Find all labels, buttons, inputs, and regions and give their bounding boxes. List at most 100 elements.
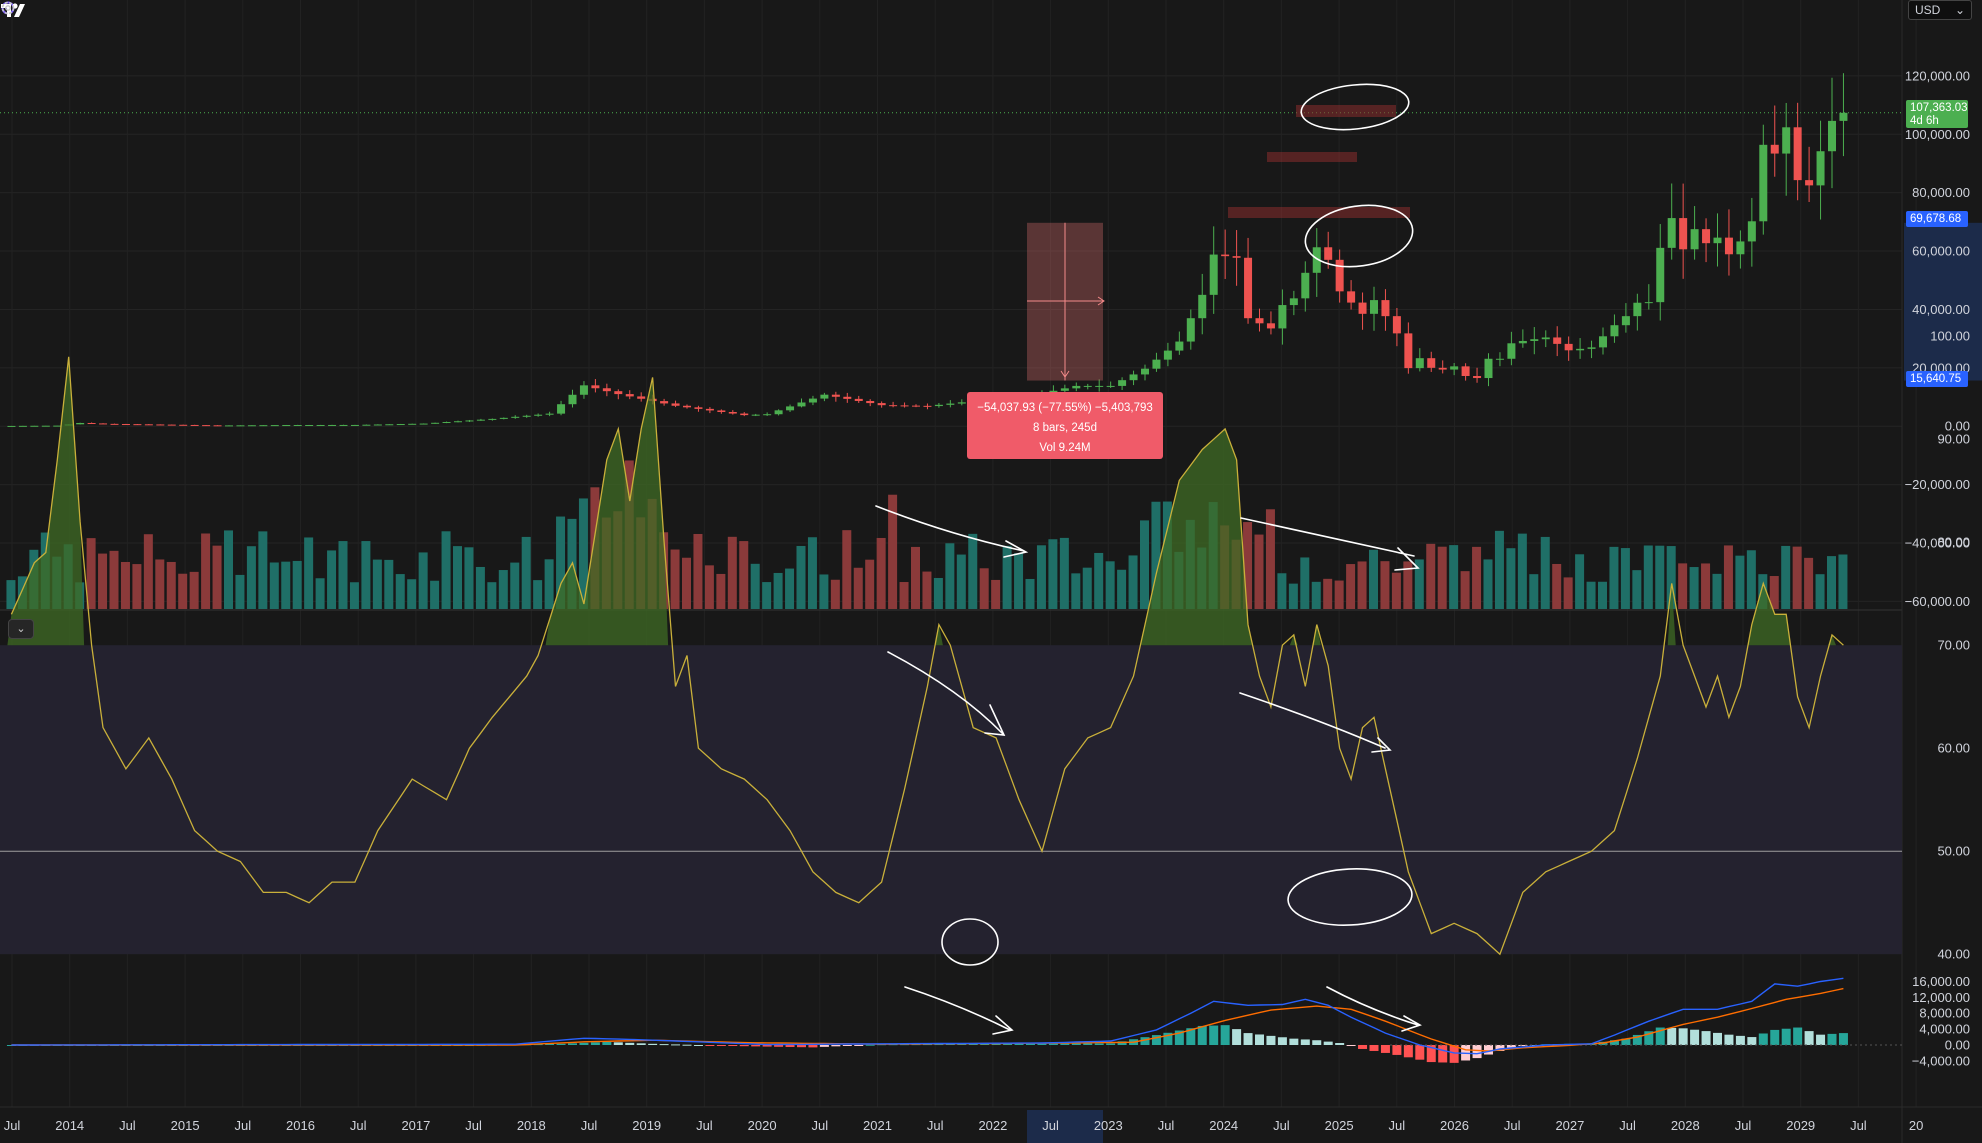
macd-histogram-bar xyxy=(625,1042,635,1045)
macd-histogram-bar xyxy=(671,1044,681,1046)
volume-bar xyxy=(143,534,153,609)
macd-histogram-bar xyxy=(1060,1043,1070,1045)
macd-histogram-bar xyxy=(1735,1035,1745,1045)
annotation-circle xyxy=(1300,83,1410,131)
macd-histogram-bar xyxy=(1277,1037,1287,1045)
macd-histogram-bar xyxy=(1048,1043,1058,1045)
annotation-arrow xyxy=(1240,517,1420,571)
rsi-axis-label: 100.00 xyxy=(1930,329,1970,344)
volume-bar xyxy=(1105,561,1115,609)
candle-body xyxy=(1610,325,1619,337)
candle-body xyxy=(76,422,85,425)
time-axis-label: 20 xyxy=(1909,1118,1923,1133)
rsi-overbought-fill xyxy=(934,624,943,646)
volume-bar xyxy=(521,536,531,609)
macd-histogram-bar xyxy=(1186,1028,1196,1045)
time-axis-label: 2024 xyxy=(1209,1118,1238,1133)
macd-histogram-bar xyxy=(590,1042,600,1045)
macd-histogram-bar xyxy=(1300,1039,1310,1045)
volume-bar xyxy=(372,559,382,609)
volume-bar xyxy=(1265,509,1275,609)
last-price-value: 107,363.03 xyxy=(1910,102,1968,114)
volume-bar xyxy=(1712,573,1722,609)
volume-bar xyxy=(1346,564,1356,609)
price-axis-label: −20,000.00 xyxy=(1905,477,1970,492)
macd-histogram-bar xyxy=(602,1041,612,1045)
candle-body xyxy=(350,424,359,426)
volume-bar xyxy=(201,533,211,609)
volume-bar xyxy=(1586,581,1596,609)
candle-body xyxy=(373,424,382,426)
macd-histogram-bar xyxy=(1289,1038,1299,1045)
macd-histogram-bar xyxy=(934,1044,944,1046)
volume-bar xyxy=(1048,539,1058,609)
volume-bar xyxy=(1529,574,1539,609)
gear-icon[interactable] xyxy=(0,0,16,16)
time-axis-label: 2020 xyxy=(748,1118,777,1133)
macd-histogram-bar xyxy=(1827,1033,1837,1045)
macd-histogram-bar xyxy=(1472,1045,1482,1059)
volume-bar xyxy=(1357,561,1367,609)
time-axis-label: Jul xyxy=(350,1118,367,1133)
volume-bar xyxy=(98,553,108,609)
candle-body xyxy=(511,416,520,418)
volume-bar xyxy=(1643,545,1653,609)
volume-bar xyxy=(899,582,909,609)
macd-histogram-bar xyxy=(1220,1025,1230,1045)
volume-bar xyxy=(1781,545,1791,609)
candles-group xyxy=(7,73,1848,427)
tradingview-logo-icon[interactable] xyxy=(0,0,32,20)
volume-bar xyxy=(670,549,680,609)
candle-body xyxy=(1198,294,1207,319)
candle-body xyxy=(866,400,875,404)
candle-body xyxy=(1289,298,1298,306)
macd-histogram-bar xyxy=(808,1045,818,1048)
volume-bar xyxy=(968,533,978,609)
candle-body xyxy=(305,425,314,427)
macd-histogram-bar xyxy=(1335,1043,1345,1045)
volume-bar xyxy=(544,559,554,609)
macd-histogram-bar xyxy=(1609,1040,1619,1045)
candle-body xyxy=(808,398,817,403)
time-axis-label: 2014 xyxy=(55,1118,84,1133)
macd-axis-label: 16,000.00 xyxy=(1912,974,1970,989)
macd-histogram-bar xyxy=(1518,1045,1528,1046)
candle-body xyxy=(1702,229,1711,244)
time-axis-label: Jul xyxy=(234,1118,251,1133)
volume-bar xyxy=(510,562,520,609)
volume-bar xyxy=(327,550,337,609)
candle-body xyxy=(1518,340,1527,344)
time-axis-label: 2019 xyxy=(632,1118,661,1133)
macd-histogram-bar xyxy=(1747,1037,1757,1045)
volume-bar xyxy=(1494,530,1504,609)
candle-body xyxy=(1576,348,1585,351)
price-axis-label: −60,000.00 xyxy=(1905,594,1970,609)
candle-body xyxy=(1690,229,1699,250)
candle-body xyxy=(763,414,772,416)
candle-body xyxy=(1713,237,1722,244)
candle-body xyxy=(18,425,27,427)
annotation-circle xyxy=(1287,868,1413,926)
candle-body xyxy=(534,414,543,416)
macd-axis-label: 0.00 xyxy=(1945,1038,1970,1053)
volume-bar xyxy=(1701,563,1711,609)
volume-bar xyxy=(1678,563,1688,609)
macd-histogram-bar xyxy=(1140,1037,1150,1045)
candle-body xyxy=(110,423,119,425)
candle-body xyxy=(1599,336,1607,348)
collapse-pane-button[interactable]: ⌄ xyxy=(8,619,34,639)
level-low-label: 15,640.75 xyxy=(1906,371,1968,387)
candle-body xyxy=(1312,247,1321,273)
volume-bar xyxy=(292,560,302,609)
macd-histogram-bar xyxy=(762,1045,772,1047)
time-axis-label: 2026 xyxy=(1440,1118,1469,1133)
macd-histogram-bar xyxy=(957,1043,967,1045)
macd-histogram-bar xyxy=(1003,1043,1013,1045)
macd-histogram-bar xyxy=(1392,1045,1402,1055)
currency-selector[interactable]: USD ⌄ xyxy=(1908,0,1972,20)
candle-body xyxy=(53,425,62,427)
candle-body xyxy=(1759,144,1768,222)
volume-bar xyxy=(750,563,760,609)
